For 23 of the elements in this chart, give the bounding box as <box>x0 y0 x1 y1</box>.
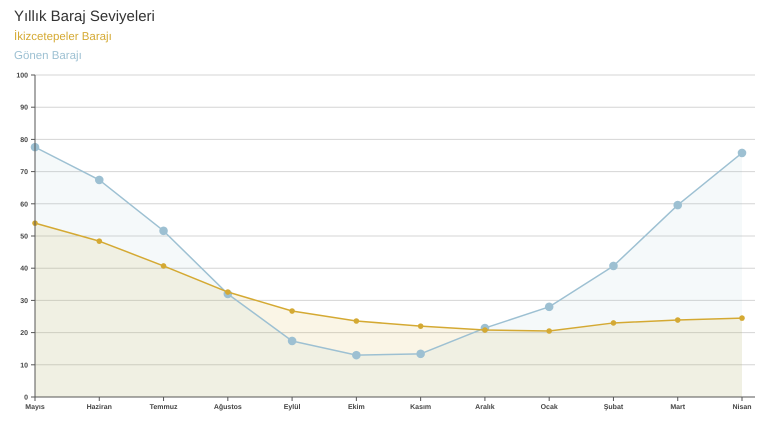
point <box>418 323 424 329</box>
text: Gönen Barajı <box>14 50 82 62</box>
point <box>738 148 746 158</box>
point <box>546 328 552 334</box>
point <box>674 317 681 323</box>
point <box>610 320 616 326</box>
point <box>739 315 745 321</box>
point <box>225 289 231 295</box>
point <box>94 176 104 184</box>
point <box>160 263 166 269</box>
point <box>354 318 360 324</box>
text: İkizcetepeler Barajı <box>14 30 112 43</box>
point <box>96 238 102 244</box>
point <box>289 308 295 314</box>
point <box>416 350 425 358</box>
point <box>673 200 682 210</box>
point <box>352 350 361 360</box>
point <box>609 262 618 270</box>
point <box>482 327 488 333</box>
point <box>159 226 168 236</box>
point <box>288 336 296 346</box>
point <box>544 302 554 312</box>
chart-title: Yıllık Baraj Seviyeleri <box>14 8 155 25</box>
